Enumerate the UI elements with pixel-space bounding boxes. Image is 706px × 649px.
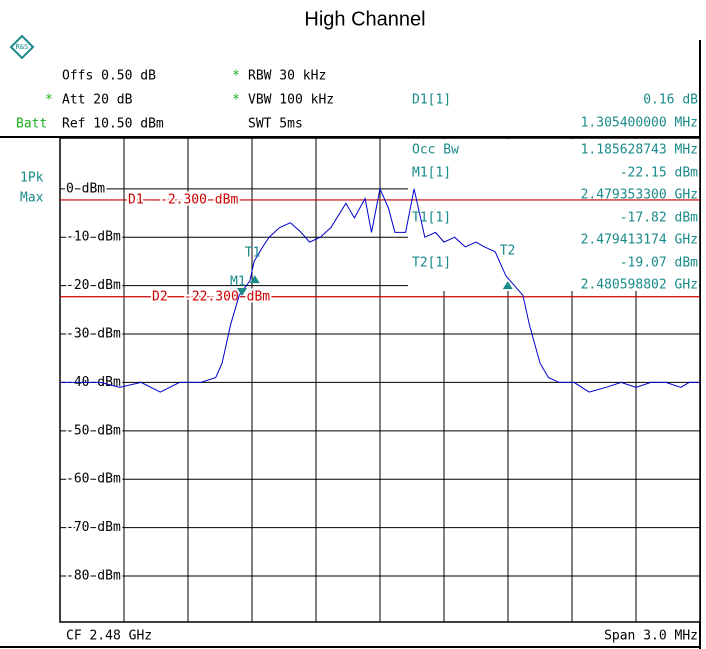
delta-name: D1[1] [412,93,451,108]
y-tick-label: -20 dBm [66,278,121,293]
delta-value: 0.16 dB [643,93,698,108]
marker-table-name: T2[1] [412,256,451,271]
svg-text:R&S: R&S [16,43,29,51]
display-line-name: D2 [152,289,168,304]
marker-table-freq: 2.479413174 GHz [581,233,698,248]
marker [502,281,513,290]
display-line-name: D1 [128,192,144,207]
y-tick-label: -60 dBm [66,472,121,487]
rbw: RBW 30 kHz [248,69,326,84]
star: * [232,69,240,84]
offset: Offs 0.50 dB [62,69,156,84]
display-line-label: -22.300 dBm [184,289,270,304]
sweep-time: SWT 5ms [248,117,303,132]
reference: Ref 10.50 dBm [62,117,164,132]
marker-table-name: T1[1] [412,211,451,226]
vbw: VBW 100 kHz [248,93,334,108]
y-tick-label: -80 dBm [66,569,121,584]
trace [60,187,700,393]
center-frequency: CF 2.48 GHz [66,629,152,644]
marker [249,275,260,284]
battery: Batt [16,117,47,132]
marker-table-name: M1[1] [412,166,451,181]
y-tick-label: 0 dBm [66,181,105,196]
logo: R&S [9,34,35,60]
marker-label: M1 [230,275,246,290]
marker-table-freq: 2.479353300 GHz [581,188,698,203]
y-tick-label: -10 dBm [66,230,121,245]
marker-table-freq: 2.480598802 GHz [581,278,698,293]
occ-bw-value: 1.185628743 MHz [581,143,698,158]
display-line-label: -2.300 dBm [160,192,238,207]
marker-panel [408,139,699,291]
y-tick-label: -70 dBm [66,520,121,535]
marker-table-level: -17.82 dBm [620,211,698,226]
star: * [232,93,240,108]
attenuation: Att 20 dB [62,93,133,108]
span: Span 3.0 MHz [604,629,698,644]
star: * [45,93,53,108]
marker-label: T2 [500,244,516,259]
occ-bw-name: Occ Bw [412,143,459,158]
marker-table-level: -19.07 dBm [620,256,698,271]
trace-mode: Max [20,191,44,206]
marker-table-level: -22.15 dBm [620,166,698,181]
detector: 1Pk [20,171,44,186]
marker [237,288,248,297]
y-tick-label: -30 dBm [66,327,121,342]
marker-label: T1 [245,246,261,261]
chart-title: High Channel [304,8,425,30]
delta-freq: 1.305400000 MHz [581,116,698,131]
y-tick-label: -50 dBm [66,423,121,438]
